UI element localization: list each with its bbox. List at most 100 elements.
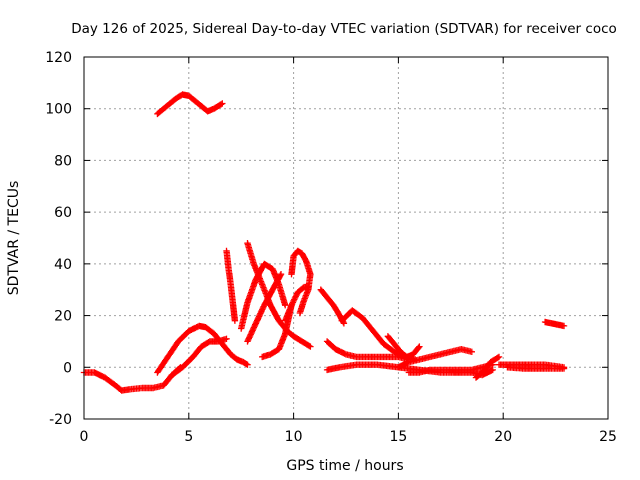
data-point-marker — [166, 96, 179, 107]
data-point-marker — [391, 340, 403, 354]
data-point-marker — [290, 333, 304, 344]
data-point-marker — [298, 250, 309, 264]
series-arc-4 — [168, 335, 230, 379]
data-point-marker — [227, 281, 236, 305]
y-tick-label: 0 — [63, 360, 72, 376]
data-point-marker — [101, 374, 118, 388]
data-point-marker — [185, 92, 198, 104]
data-point-marker — [338, 308, 355, 324]
y-axis-label: SDTVAR / TECUs — [6, 181, 22, 296]
data-point-marker — [282, 302, 289, 309]
x-tick-label: 15 — [389, 429, 407, 445]
x-tick-label: 20 — [494, 429, 512, 445]
data-point-marker — [261, 287, 276, 309]
data-point-marker — [288, 290, 301, 309]
data-point-marker — [244, 277, 259, 306]
data-point-marker — [303, 258, 314, 276]
data-point-marker — [229, 299, 238, 323]
data-point-marker — [210, 101, 225, 112]
data-point-marker — [267, 302, 282, 323]
data-point-marker — [305, 283, 312, 291]
data-point-marker — [261, 260, 275, 272]
data-point-marker — [332, 346, 348, 357]
data-point-marker — [154, 106, 166, 118]
data-point-marker — [277, 271, 285, 278]
data-point-marker — [384, 333, 397, 347]
data-point-marker — [189, 344, 204, 361]
y-tick-label: 100 — [45, 102, 72, 118]
series-arc-16 — [384, 333, 423, 361]
data-point-marker — [323, 338, 338, 352]
plot-area-frame — [83, 56, 609, 420]
data-point-marker — [223, 247, 232, 271]
x-tick-label: 10 — [285, 429, 303, 445]
x-axis-label: GPS time / hours — [286, 458, 403, 474]
data-point-marker — [479, 360, 493, 376]
data-point-marker — [330, 302, 343, 318]
data-point-marker — [160, 101, 173, 112]
data-point-marker — [126, 384, 145, 393]
data-point-marker — [323, 364, 342, 374]
data-point-marker — [359, 315, 376, 334]
x-tick-label: 25 — [599, 429, 617, 445]
data-point-marker — [472, 370, 485, 381]
data-point-marker — [219, 100, 226, 107]
data-point-marker — [395, 359, 411, 371]
series-arc-11 — [282, 283, 312, 324]
data-point-marker — [374, 361, 401, 371]
series-arc-8 — [244, 271, 285, 345]
data-point-marker — [244, 321, 259, 345]
data-point-marker — [468, 348, 475, 355]
data-point-marker — [370, 327, 386, 346]
data-point-marker — [275, 331, 288, 353]
data-point-marker — [416, 343, 423, 350]
series-arc-3 — [154, 322, 251, 376]
data-point-marker — [336, 361, 359, 371]
series-arc-5 — [223, 247, 239, 324]
data-point-marker — [179, 354, 196, 371]
data-point-marker — [219, 340, 233, 357]
series-arc-22 — [541, 318, 568, 330]
data-point-marker — [317, 286, 330, 300]
data-point-marker — [168, 364, 185, 379]
data-point-marker — [296, 309, 304, 317]
data-point-marker — [409, 344, 422, 358]
data-point-marker — [202, 324, 216, 336]
data-point-marker — [560, 322, 568, 330]
data-point-marker — [495, 353, 503, 361]
data-point-marker — [349, 307, 365, 321]
data-point-marker — [225, 265, 234, 287]
data-point-marker — [154, 355, 171, 376]
series-arc-19 — [472, 353, 503, 381]
data-point-marker — [198, 339, 212, 350]
data-point-marker — [269, 272, 284, 293]
y-tick-label: 60 — [54, 205, 72, 221]
data-point-marker — [487, 354, 501, 366]
data-point-marker — [223, 335, 230, 342]
axis-ticks: 0 5 10 15 20 25 -20 0 20 40 60 80 100 120 — [45, 50, 617, 445]
series-arc-18 — [405, 361, 496, 376]
x-tick-label: 5 — [184, 429, 193, 445]
x-tick-label: 0 — [80, 429, 89, 445]
series-arc-21 — [504, 364, 568, 372]
y-tick-label: 20 — [54, 309, 72, 325]
data-point-marker — [275, 281, 288, 307]
data-point-marker — [175, 328, 191, 345]
series-arc-17 — [395, 346, 475, 371]
data-point-marker — [227, 351, 240, 362]
data-point-marker — [323, 294, 336, 308]
y-tick-label: 80 — [54, 153, 72, 169]
y-tick-label: 120 — [45, 50, 72, 66]
data-point-marker — [267, 346, 281, 358]
data-point-marker — [288, 254, 297, 278]
y-tick-label: -20 — [49, 412, 72, 428]
data-point-marker — [191, 97, 204, 109]
data-point-marker — [160, 373, 175, 389]
data-point-marker — [298, 338, 313, 350]
data-point-marker — [560, 365, 568, 372]
series-arc-1 — [154, 91, 226, 118]
data-point-marker — [252, 262, 267, 283]
data-point-marker — [297, 296, 308, 315]
data-point-marker — [380, 340, 397, 355]
